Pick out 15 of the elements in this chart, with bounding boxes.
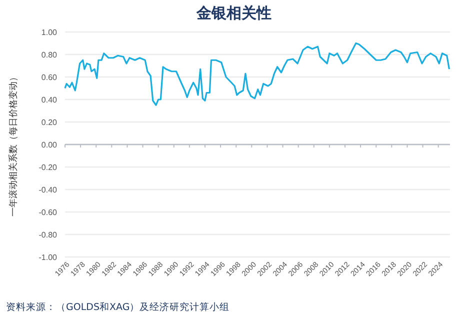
y-tick-label: 0.80 xyxy=(41,50,58,60)
y-tick-label: 0.00 xyxy=(41,140,58,150)
y-axis-title: 一年滚动相关系数（每日价格变动） xyxy=(8,72,19,216)
y-tick-label: -0.60 xyxy=(38,208,58,217)
chart-title: 金银相关性 xyxy=(196,4,272,22)
y-tick-label: 0.20 xyxy=(41,118,58,127)
y-tick-label: -0.40 xyxy=(38,185,58,194)
y-tick-label: 1.00 xyxy=(41,28,58,37)
y-tick-label: 0.40 xyxy=(41,95,58,104)
text: 资料来源：（GOLDS和XAG）及经济研究计算小组 xyxy=(6,301,230,313)
y-tick-label: -0.80 xyxy=(38,230,58,240)
line-series xyxy=(64,42,450,106)
y-tick-label: -1.00 xyxy=(38,252,58,262)
y-tick-label: -0.20 xyxy=(38,162,58,172)
y-tick-label: 0.60 xyxy=(41,72,58,82)
